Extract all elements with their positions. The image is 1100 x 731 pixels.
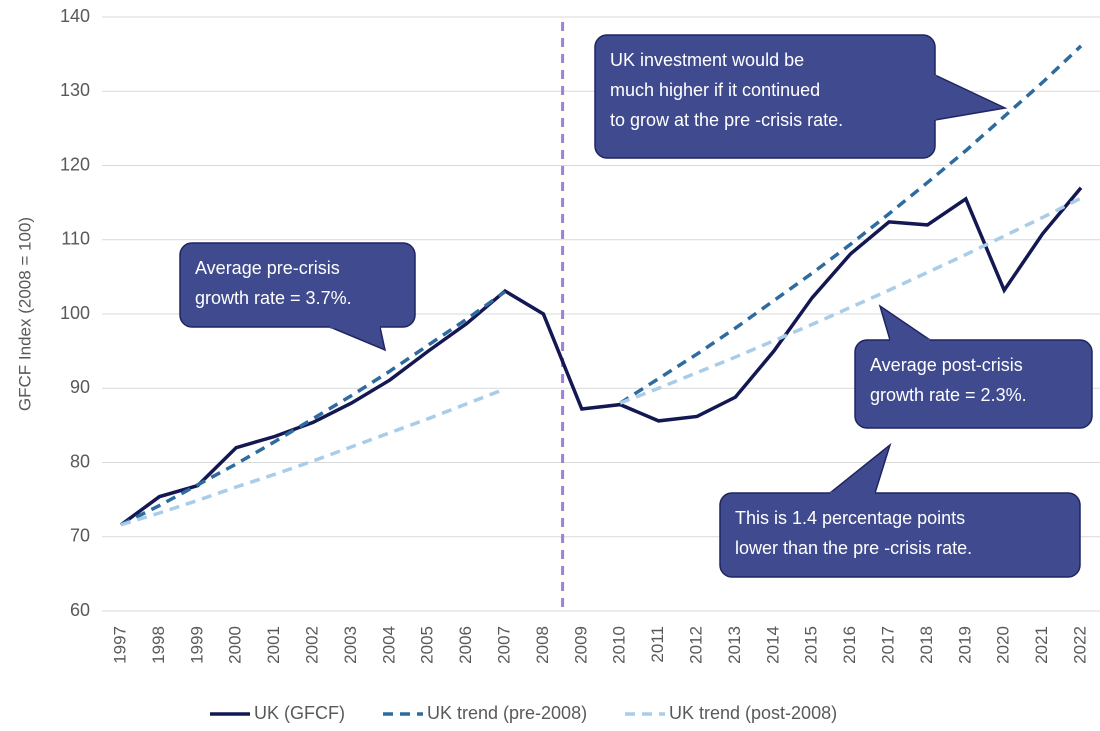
x-tick-label: 2022: [1070, 626, 1089, 664]
legend-label: UK (GFCF): [254, 703, 345, 723]
x-tick-label: 2004: [379, 626, 398, 664]
callout-tail: [329, 326, 387, 352]
x-tick-label: 2014: [763, 626, 782, 664]
series-line: [120, 44, 1083, 527]
x-tick-label: 2008: [533, 626, 552, 664]
y-tick-label: 60: [70, 600, 90, 620]
x-tick-label: 2015: [802, 626, 821, 664]
x-tick-label: 2001: [264, 626, 283, 664]
y-axis-label: GFCF Index (2008 = 100): [15, 217, 34, 411]
x-tick-label: 1997: [110, 626, 129, 664]
series-line: [119, 186, 1083, 527]
x-tick-label: 2006: [456, 626, 475, 664]
callout-text: much higher if it continued: [610, 80, 820, 100]
x-tick-label: 2005: [418, 626, 437, 664]
callout-text: UK investment would be: [610, 50, 804, 70]
x-tick-label: 2017: [878, 626, 897, 664]
callout-box: [854, 339, 1093, 429]
x-tick-label: 2010: [610, 626, 629, 664]
callout-box: [179, 242, 416, 328]
x-tick-label: 2019: [955, 626, 974, 664]
callout-text: growth rate = 3.7%.: [195, 288, 352, 308]
x-tick-label: 2002: [302, 626, 321, 664]
y-tick-label: 120: [60, 154, 90, 174]
y-tick-label: 110: [61, 229, 90, 249]
x-tick-label: 2013: [725, 626, 744, 664]
x-tick-label: 2020: [994, 626, 1013, 664]
legend-label: UK trend (post-2008): [669, 703, 837, 723]
x-tick-label: 2000: [226, 626, 245, 664]
x-tick-label: 1999: [187, 626, 206, 664]
callout-tail: [878, 304, 933, 341]
y-tick-label: 90: [70, 377, 90, 397]
callout-text: to grow at the pre -crisis rate.: [610, 110, 843, 130]
x-tick-label: 2011: [648, 626, 667, 663]
callout-text: growth rate = 2.3%.: [870, 385, 1027, 405]
x-tick-label: 1998: [149, 626, 168, 664]
x-tick-label: 2018: [917, 626, 936, 664]
y-tick-label: 80: [70, 451, 90, 471]
y-tick-label: 70: [70, 526, 90, 546]
legend-label: UK trend (pre-2008): [427, 703, 587, 723]
callout-text: lower than the pre -crisis rate.: [735, 538, 972, 558]
x-tick-label: 2021: [1032, 626, 1051, 664]
x-tick-label: 2003: [341, 626, 360, 664]
callout-text: This is 1.4 percentage points: [735, 508, 965, 528]
x-tick-label: 2007: [494, 626, 513, 664]
y-tick-label: 140: [60, 6, 90, 26]
callout-box: [719, 492, 1081, 578]
callout-tail: [827, 442, 892, 494]
callout-tail: [934, 73, 1008, 121]
callout-text: Average post-crisis: [870, 355, 1023, 375]
x-tick-label: 2009: [571, 626, 590, 664]
callout-text: Average pre-crisis: [195, 258, 340, 278]
x-tick-label: 2016: [840, 626, 859, 664]
y-tick-label: 100: [60, 303, 90, 323]
x-tick-label: 2012: [686, 626, 705, 664]
y-tick-label: 130: [60, 80, 90, 100]
